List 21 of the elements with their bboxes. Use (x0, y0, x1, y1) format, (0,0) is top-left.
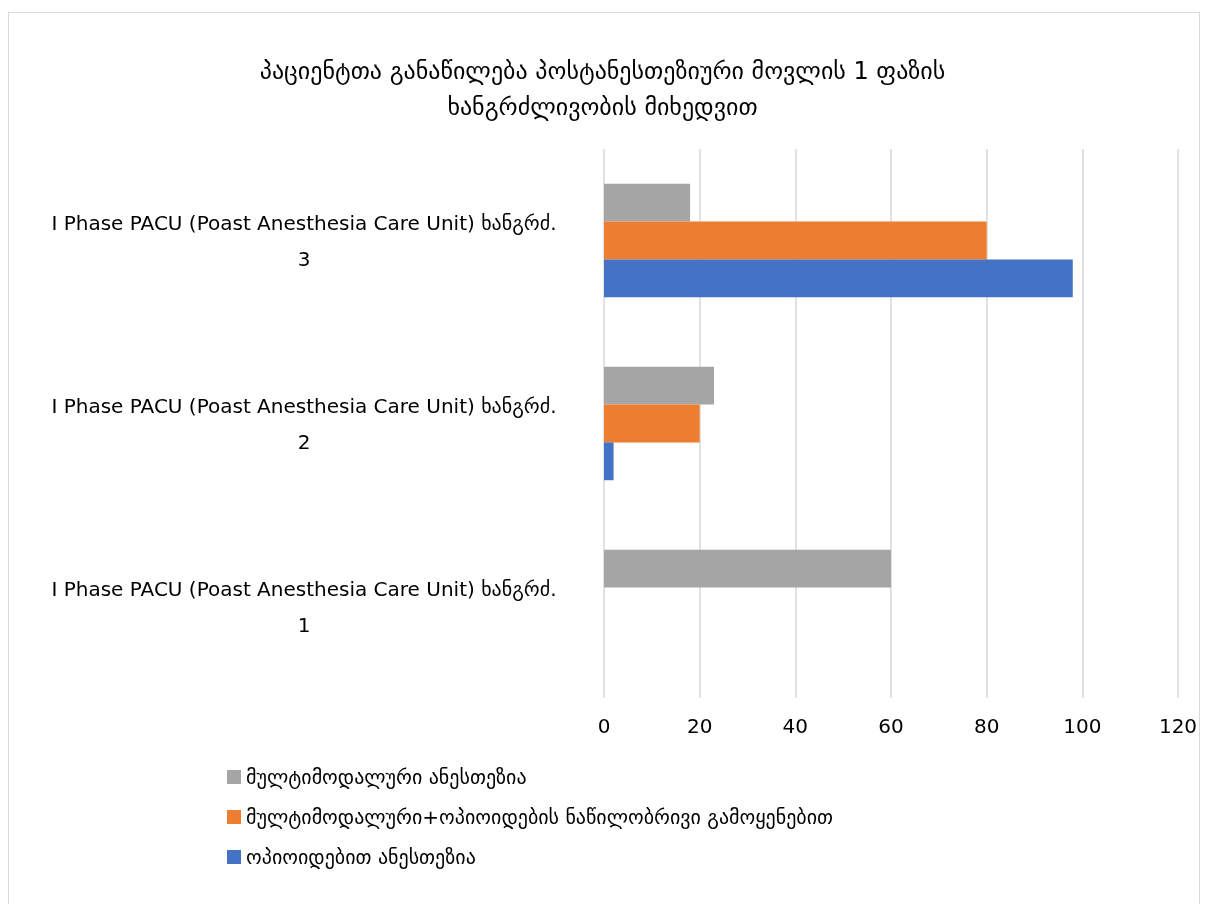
bar (604, 366, 715, 405)
y-tick-label: I Phase PACU (Poast Anesthesia Care Unit) ხანგრძ. 1 (51, 576, 557, 637)
x-tick-label: 20 (686, 714, 713, 738)
x-tick-label: 120 (1158, 714, 1198, 738)
x-tick-label: 0 (597, 714, 611, 738)
bar (604, 183, 691, 222)
bar (604, 442, 614, 481)
x-tick-label: 40 (782, 714, 809, 738)
bar (604, 221, 987, 260)
chart-title: პაციენტთა განაწილება პოსტანესთეზიური მოვლის 1 ფაზის ხანგრძლივობის მიხედვით (259, 57, 946, 121)
bar (604, 259, 1073, 298)
y-tick-label: I Phase PACU (Poast Anesthesia Care Unit) ხანგრძ. 3 (51, 210, 557, 271)
legend-label: მულტიმოდალური ანესთეზია (246, 765, 527, 789)
x-tick-label: 100 (1063, 714, 1102, 738)
x-tick-label: 60 (878, 714, 904, 738)
x-tick-label: 80 (973, 714, 1000, 738)
y-tick-label: I Phase PACU (Poast Anesthesia Care Unit) ხანგრძ. 2 (51, 393, 557, 454)
legend-label: ოპიოიდებით ანესთეზია (246, 845, 476, 869)
legend-label: მულტიმოდალური+ოპიოიდების ნაწილობრივი გამოყენებით (246, 805, 834, 829)
bar (604, 549, 891, 588)
bar (604, 404, 700, 443)
